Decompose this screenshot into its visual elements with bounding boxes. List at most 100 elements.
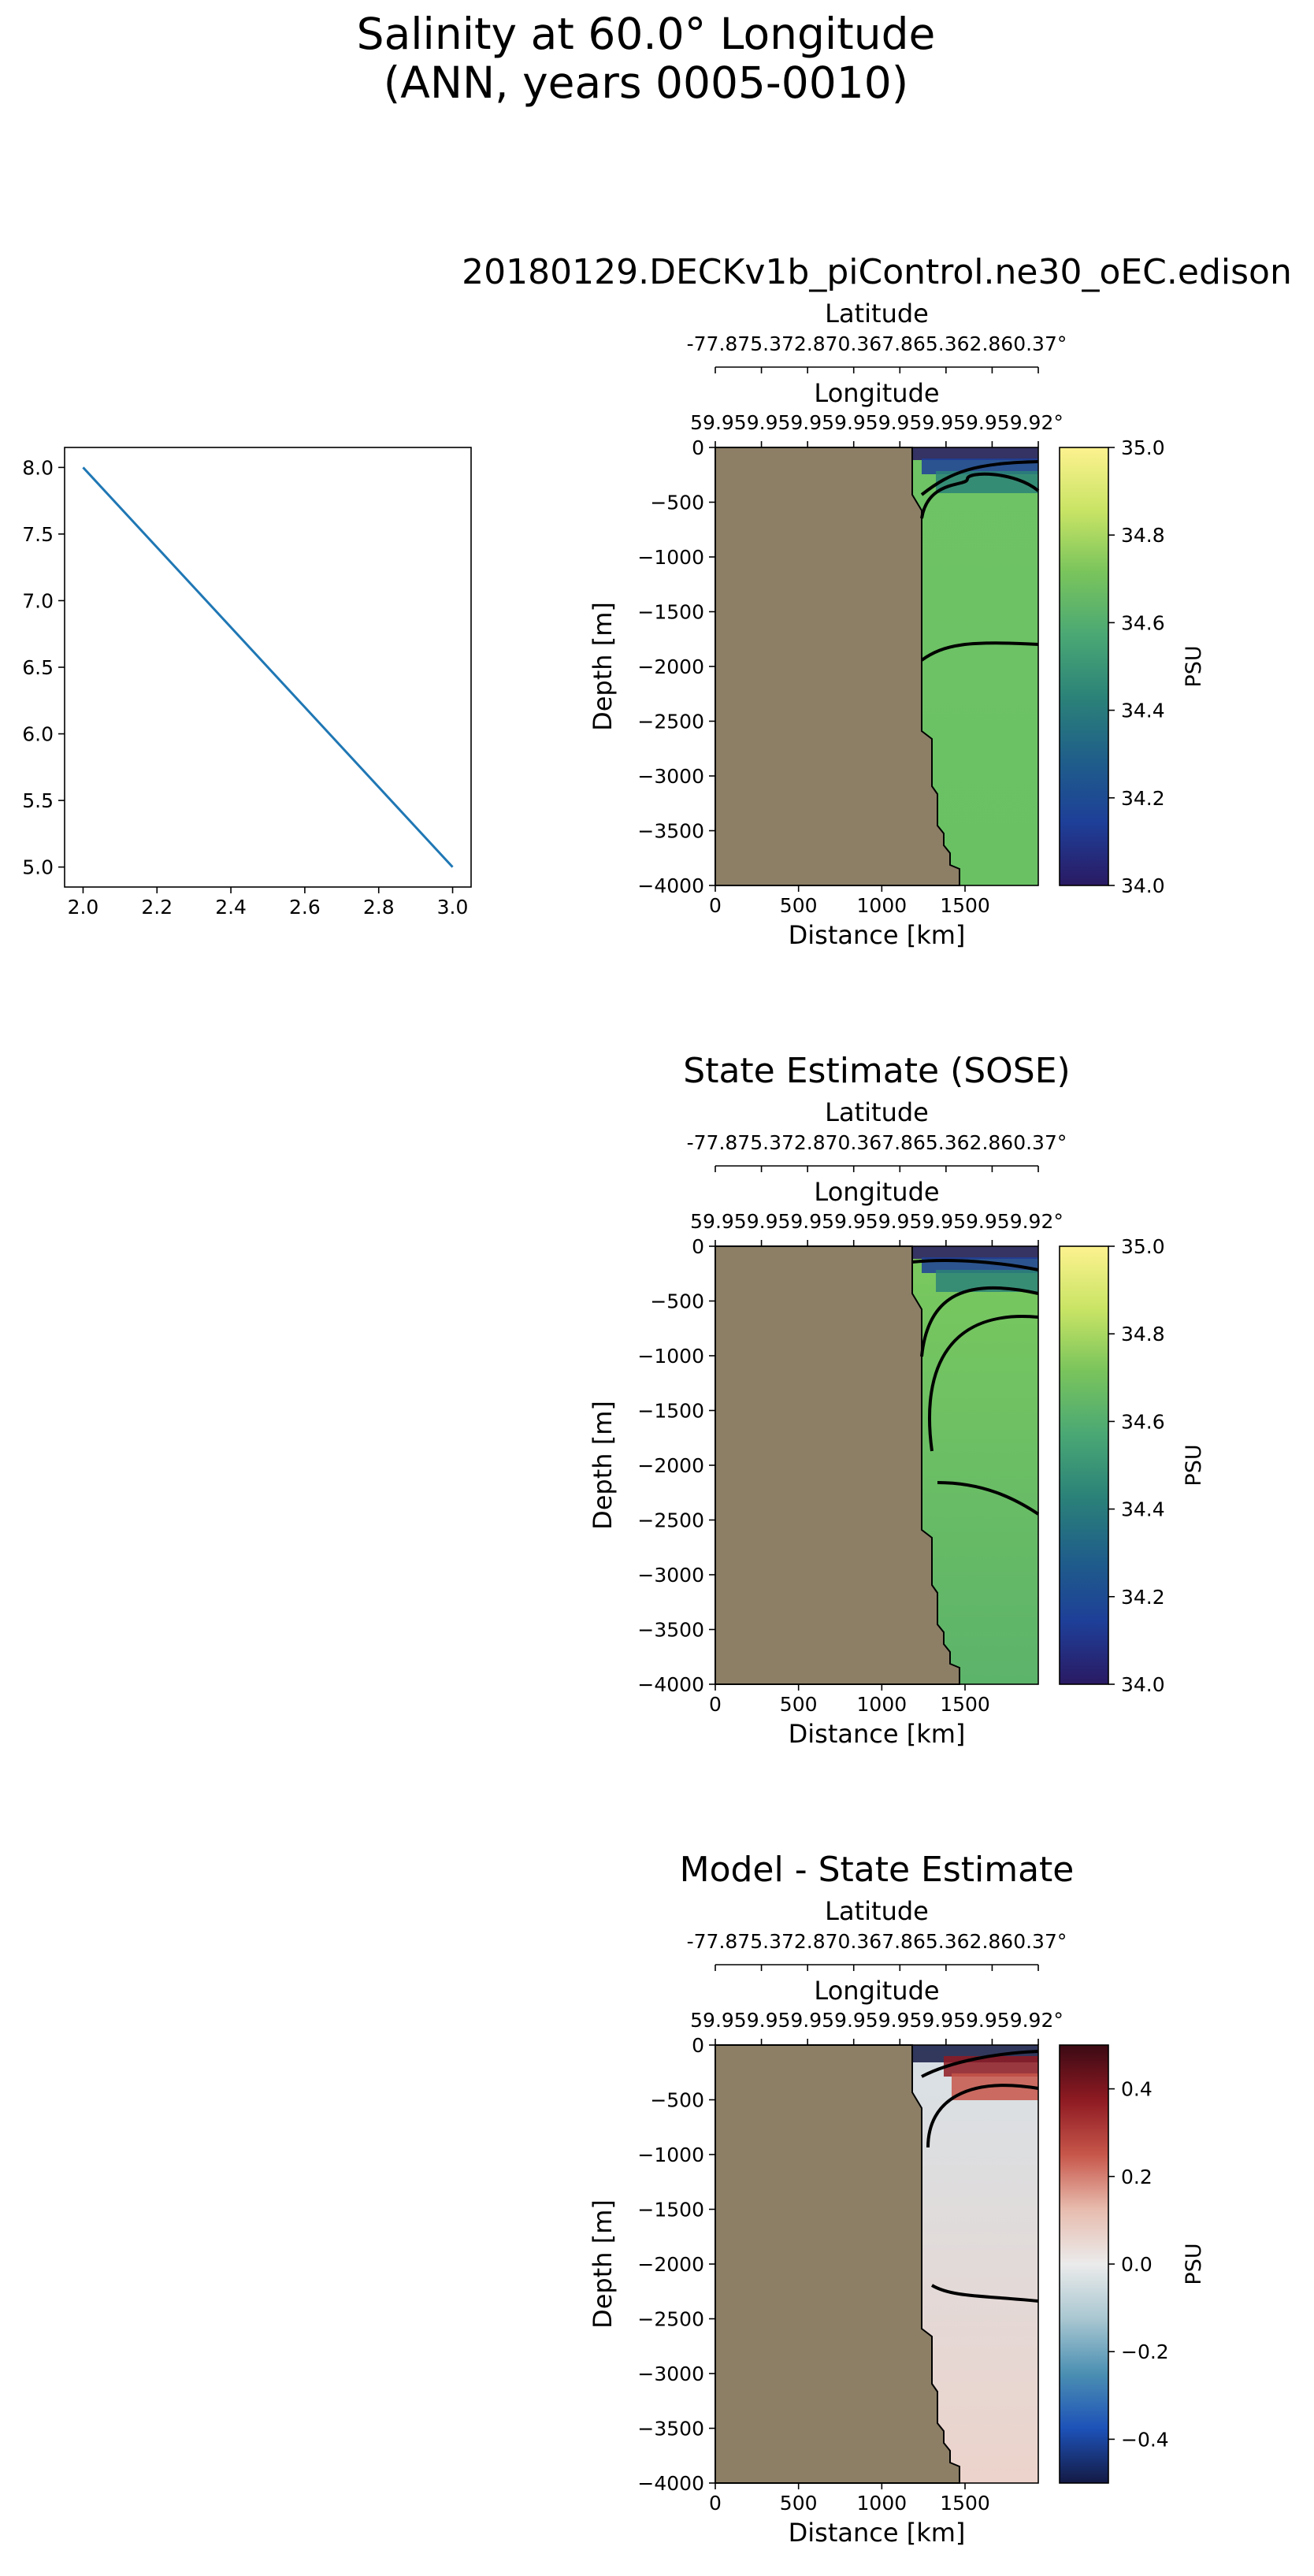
y-tick-label: −1000 — [637, 2144, 704, 2166]
colorbar-tick-label: 0.4 — [1121, 2078, 1153, 2101]
contour-line — [921, 2050, 1039, 2078]
y-tick-label: −2500 — [637, 2308, 704, 2331]
colorbar-tick-label: 35.0 — [1121, 1235, 1165, 1258]
x-tick-label: 2.6 — [289, 896, 321, 919]
y-tick-label: 0 — [692, 436, 704, 459]
y-tick-label: 6.0 — [22, 723, 54, 746]
y-axis-label: Depth [m] — [588, 602, 618, 731]
x-tick-label: 500 — [780, 894, 818, 917]
x-tick-label: 500 — [780, 2492, 818, 2515]
colorbar-tick-label: 34.6 — [1121, 611, 1165, 634]
x-tick-label: 0 — [709, 894, 722, 917]
y-tick-label: −2500 — [637, 1509, 704, 1532]
colorbar — [1059, 2044, 1109, 2484]
contour-line — [920, 641, 1039, 662]
colorbar-tick-label: 34.8 — [1121, 524, 1165, 547]
y-tick-label: −2000 — [637, 1454, 704, 1477]
y-tick-label: 7.5 — [22, 523, 54, 546]
x-axis-label: Distance [km] — [789, 920, 966, 950]
y-tick-label: −1500 — [637, 1400, 704, 1423]
contour-line — [920, 460, 1039, 496]
x-axis-label: Distance [km] — [789, 2518, 966, 2548]
x-tick-label: 1500 — [940, 1693, 990, 1716]
panel-title: 20180129.DECKv1b_piControl.ne30_oEC.edis… — [462, 252, 1292, 292]
colorbar-tick-label: −0.4 — [1121, 2428, 1169, 2451]
x-tick-label: 1500 — [940, 894, 990, 917]
y-tick-label: −4000 — [637, 1673, 704, 1696]
longitude-axis-label: Longitude — [814, 1976, 939, 2006]
difference-section-panel: Model - State Estimate Latitude -77.875.37… — [588, 1850, 1206, 2548]
latitude-axis-label: Latitude — [825, 299, 929, 328]
colorbar-tick-label: −0.2 — [1121, 2340, 1169, 2363]
colorbar-tick-label: 34.4 — [1121, 700, 1165, 722]
line-series — [82, 466, 454, 868]
longitude-tick-labels: 59.959.959.959.959.959.959.959.92° — [690, 411, 1063, 434]
y-tick-label: −2000 — [637, 2253, 704, 2276]
x-tick-label: 1000 — [857, 1693, 908, 1716]
colorbar-tick-label: 34.2 — [1121, 1586, 1165, 1609]
y-tick-label: −3000 — [637, 2363, 704, 2385]
panel-title: State Estimate (SOSE) — [683, 1051, 1070, 1091]
y-tick-label: −500 — [650, 1290, 704, 1313]
latitude-tick-labels: -77.875.372.870.367.865.362.860.37° — [687, 1131, 1067, 1154]
contour-line — [920, 472, 1040, 519]
y-tick-label: −1500 — [637, 2199, 704, 2222]
line-plot-panel: 2.0 2.2 2.4 2.6 2.8 3.0 5.0 5.5 6.0 6.5 7.0 7.5 8.0 — [22, 447, 472, 919]
colorbar-tick-label: 0.2 — [1121, 2166, 1153, 2188]
colorbar-label: PSU — [1182, 1444, 1206, 1486]
longitude-tick-labels: 59.959.959.959.959.959.959.959.92° — [690, 2009, 1063, 2032]
longitude-tick-labels: 59.959.959.959.959.959.959.959.92° — [690, 1210, 1063, 1233]
contour-line — [937, 1481, 1040, 1516]
y-tick-label: −2000 — [637, 655, 704, 678]
y-tick-label: −500 — [650, 492, 704, 514]
y-tick-label: 0 — [692, 2034, 704, 2057]
x-tick-label: 0 — [709, 2492, 722, 2515]
land-mask — [715, 2044, 960, 2484]
x-axis-label: Distance [km] — [789, 1719, 966, 1749]
colorbar-tick-label: 0.0 — [1121, 2253, 1153, 2276]
y-tick-label: −1000 — [637, 546, 704, 569]
y-tick-label: 0 — [692, 1235, 704, 1258]
y-tick-label: 5.5 — [22, 789, 54, 812]
colorbar-tick-label: 34.0 — [1121, 874, 1165, 897]
contour-line — [930, 2284, 1039, 2303]
land-mask — [715, 447, 960, 886]
longitude-axis-label: Longitude — [814, 1177, 939, 1207]
y-tick-label: −4000 — [637, 2472, 704, 2495]
y-tick-label: −3500 — [637, 1619, 704, 1642]
y-tick-label: 5.0 — [22, 856, 54, 879]
latitude-tick-labels: -77.875.372.870.367.865.362.860.37° — [687, 332, 1067, 355]
contour-line — [920, 1286, 1039, 1357]
panel-title: Model - State Estimate — [680, 1850, 1075, 1890]
colorbar-tick-label: 34.8 — [1121, 1323, 1165, 1346]
model-section-panel: 20180129.DECKv1b_piControl.ne30_oEC.edis… — [462, 252, 1292, 950]
colorbar-label: PSU — [1182, 645, 1206, 687]
y-tick-label: −3500 — [637, 2418, 704, 2441]
colorbar-label: PSU — [1182, 2243, 1206, 2285]
x-tick-label: 2.2 — [141, 896, 173, 919]
colorbar — [1059, 447, 1109, 886]
y-tick-label: −3500 — [637, 820, 704, 843]
colorbar — [1059, 1245, 1109, 1685]
y-tick-label: −4000 — [637, 874, 704, 897]
surface-layer — [944, 2056, 1038, 2077]
colorbar-tick-label: 34.4 — [1121, 1498, 1165, 1521]
colorbar-tick-label: 34.2 — [1121, 787, 1165, 810]
latitude-axis-label: Latitude — [825, 1896, 929, 1926]
y-tick-label: −1000 — [637, 1345, 704, 1368]
sose-section-panel: State Estimate (SOSE) Latitude -77.875.372… — [588, 1051, 1206, 1749]
colorbar-tick-label: 34.6 — [1121, 1410, 1165, 1433]
x-tick-label: 2.8 — [363, 896, 395, 919]
latitude-tick-labels: -77.875.372.870.367.865.362.860.37° — [687, 1930, 1067, 1953]
x-tick-label: 3.0 — [437, 896, 469, 919]
contour-line — [926, 2084, 1039, 2148]
figure-title-line1: Salinity at 60.0° Longitude — [357, 9, 936, 59]
x-tick-label: 500 — [780, 1693, 818, 1716]
y-tick-label: −3000 — [637, 1564, 704, 1587]
colorbar-tick-label: 34.0 — [1121, 1673, 1165, 1696]
y-tick-label: 6.5 — [22, 656, 54, 679]
contour-line — [928, 1315, 1039, 1452]
x-tick-label: 1000 — [857, 894, 908, 917]
y-tick-label: 7.0 — [22, 589, 54, 612]
